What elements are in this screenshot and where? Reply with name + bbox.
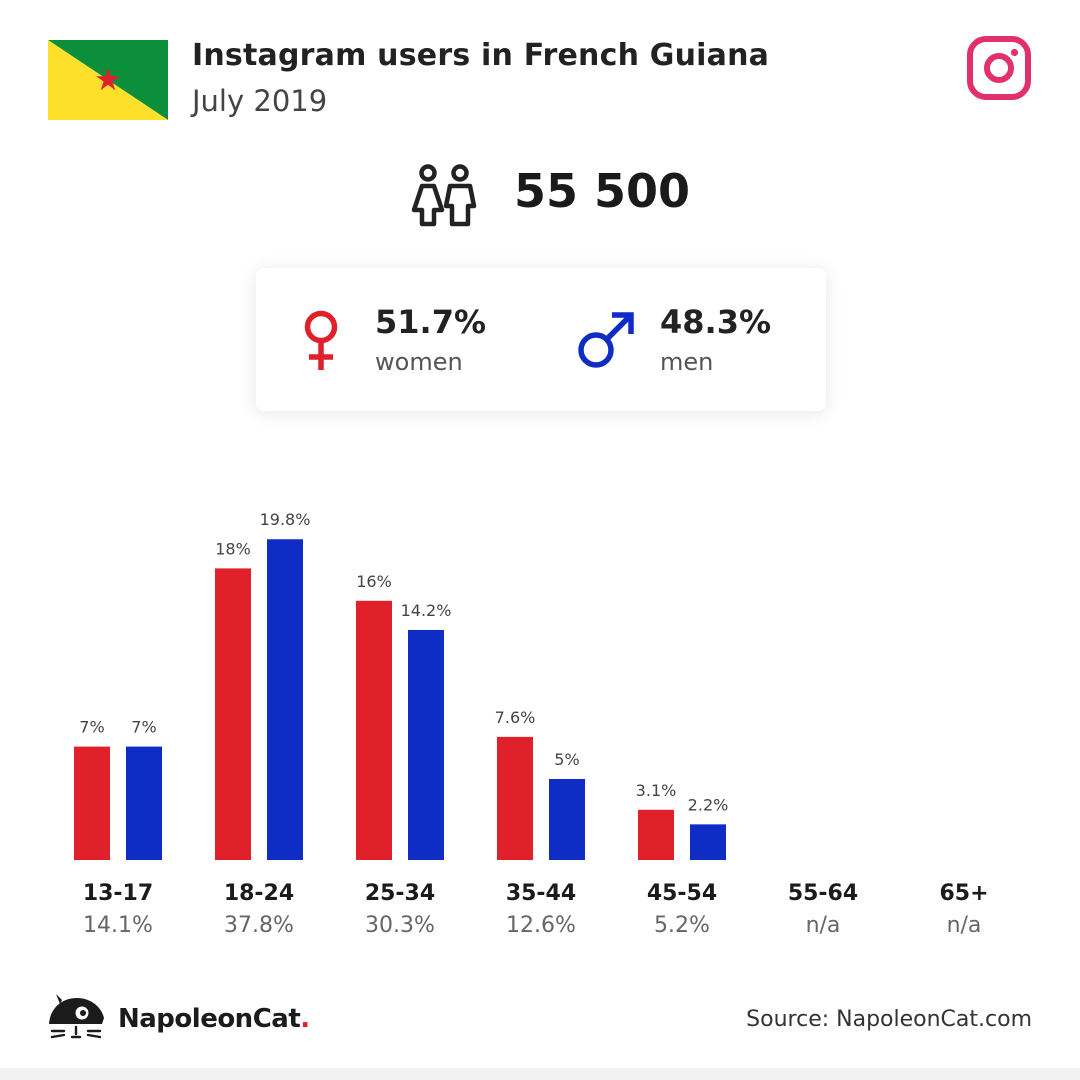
women-percentage: 51.7% xyxy=(375,303,487,341)
women-bar-18-24 xyxy=(215,568,251,860)
men-data-label-45-54: 2.2% xyxy=(688,795,729,814)
total-users: 55 500 xyxy=(514,164,691,218)
female-symbol-icon xyxy=(304,310,338,370)
age-group-total-25-34: 30.3% xyxy=(365,913,435,938)
age-group-label-35-44: 35-44 xyxy=(506,881,576,906)
french-guiana-flag-icon xyxy=(48,40,168,120)
age-group-label-45-54: 45-54 xyxy=(647,881,717,906)
age-group-label-18-24: 18-24 xyxy=(224,881,294,906)
men-data-label-35-44: 5% xyxy=(554,750,579,769)
instagram-icon xyxy=(967,36,1031,100)
age-group-total-18-24: 37.8% xyxy=(224,913,294,938)
brand-dot: . xyxy=(300,1004,310,1034)
page-title: Instagram users in French Guiana xyxy=(192,38,770,73)
men-data-label-25-34: 14.2% xyxy=(401,601,452,620)
men-bar-18-24 xyxy=(267,539,303,860)
age-group-total-35-44: 12.6% xyxy=(506,913,576,938)
men-data-label-13-17: 7% xyxy=(131,718,156,737)
age-group-label-55-64: 55-64 xyxy=(788,881,858,906)
brand-logo-text: NapoleonCat. xyxy=(118,1004,310,1034)
men-bar-45-54 xyxy=(690,824,726,860)
women-bar-45-54 xyxy=(638,809,674,860)
women-bar-13-17 xyxy=(74,746,110,860)
men-bar-25-34 xyxy=(408,629,444,860)
bottom-strip xyxy=(0,1068,1080,1080)
men-label: men xyxy=(660,348,714,376)
age-group-label-13-17: 13-17 xyxy=(83,881,153,906)
age-distribution-chart: 7% 7% 13-17 14.1% 18% 19.8% 18-24 37.8% 16% 14.2%… xyxy=(74,510,989,938)
men-bar-35-44 xyxy=(549,779,585,860)
men-percentage: 48.3% xyxy=(660,303,772,341)
women-data-label-13-17: 7% xyxy=(79,718,104,737)
gender-card xyxy=(256,268,826,411)
age-group-total-13-17: 14.1% xyxy=(83,913,153,938)
women-data-label-35-44: 7.6% xyxy=(495,708,536,727)
women-label: women xyxy=(375,348,463,376)
men-bar-13-17 xyxy=(126,746,162,860)
women-bar-25-34 xyxy=(356,600,392,860)
napoleoncat-logo-icon xyxy=(49,994,104,1039)
people-icon xyxy=(411,164,477,227)
brand-name: NapoleonCat xyxy=(118,1004,301,1034)
age-group-total-55-64: n/a xyxy=(806,913,841,938)
age-group-label-65+: 65+ xyxy=(939,881,988,906)
age-group-total-65+: n/a xyxy=(947,913,982,938)
men-data-label-18-24: 19.8% xyxy=(260,510,311,529)
male-symbol-icon xyxy=(578,312,634,368)
age-group-label-25-34: 25-34 xyxy=(365,881,435,906)
women-data-label-25-34: 16% xyxy=(356,572,392,591)
women-data-label-18-24: 18% xyxy=(215,539,251,558)
age-group-total-45-54: 5.2% xyxy=(654,913,710,938)
source-credit: Source: NapoleonCat.com xyxy=(746,1007,1032,1032)
page-subtitle: July 2019 xyxy=(192,84,328,118)
women-data-label-45-54: 3.1% xyxy=(636,781,677,800)
women-bar-35-44 xyxy=(497,736,533,860)
